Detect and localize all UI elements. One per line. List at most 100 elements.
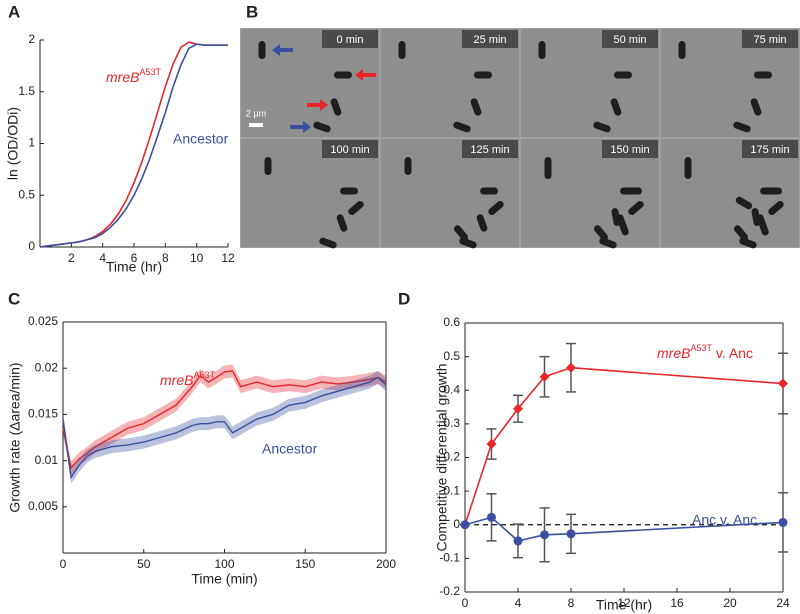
point: [513, 403, 523, 414]
cell: [768, 200, 784, 216]
x-tick-label: 8: [162, 251, 169, 265]
y-tick-label: 0.015: [28, 407, 58, 421]
cell: [733, 121, 751, 133]
point: [460, 520, 470, 530]
y-tick-label: 0.5: [443, 349, 460, 363]
x-tick-label: 0: [462, 596, 469, 610]
cell: [404, 157, 412, 175]
time-box: [462, 140, 518, 158]
cell: [330, 98, 342, 116]
tile: [380, 28, 520, 138]
tile: [520, 138, 660, 248]
cell: [313, 121, 331, 133]
y-axis-label: ln (OD/ODi): [5, 107, 21, 180]
arrows: [272, 44, 376, 133]
y-axis-label: Competitive differential growth: [434, 363, 450, 551]
series-label: Anc v. Anc: [692, 512, 757, 528]
series-label: mreBA53T: [160, 370, 215, 387]
y-tick-label: 0.02: [35, 360, 59, 374]
point: [778, 378, 788, 389]
point: [566, 362, 576, 373]
time-label: 0 min: [337, 34, 364, 46]
point: [513, 536, 523, 546]
x-tick-label: 2: [68, 251, 75, 265]
micrograph: 0 min 25 min 50 min 75 min 100 min 125 min 150…: [240, 28, 800, 249]
label-part: v. Anc: [712, 345, 753, 361]
point: [778, 517, 788, 527]
y-tick-label: 0.2: [443, 450, 460, 464]
cell: [480, 187, 498, 195]
time-box: [602, 140, 658, 158]
x-tick-label: 150: [295, 557, 315, 571]
cell: [735, 196, 753, 210]
y-tick-label: -0.1: [439, 551, 460, 565]
x-tick-label: 4: [99, 251, 106, 265]
y-tick-label: 2: [28, 32, 35, 46]
label-part: A53T: [193, 370, 215, 380]
x-tick-label: 0: [60, 557, 67, 571]
scale-bar-label: 2 µm: [246, 108, 266, 118]
x-tick-label: 12: [221, 251, 235, 265]
y-tick-label: 1.5: [18, 84, 35, 98]
x-tick-label: 12: [617, 596, 631, 610]
time-label: 100 min: [330, 144, 369, 156]
cell: [544, 157, 552, 179]
cell: [336, 214, 348, 232]
y-tick-label: 0.3: [443, 416, 460, 430]
point: [539, 371, 550, 382]
y-tick-label: 0.5: [18, 187, 35, 201]
x-tick-label: 50: [137, 557, 151, 571]
series-line: [62, 370, 387, 470]
x-tick-label: 100: [214, 557, 234, 571]
y-tick-label: 0.1: [443, 483, 460, 497]
cell: [760, 187, 782, 195]
label-part: mreB: [160, 372, 193, 388]
point: [487, 512, 496, 522]
label-part: A53T: [690, 343, 712, 353]
cell: [620, 187, 642, 195]
y-tick-label: 0: [28, 239, 35, 253]
cell: [678, 41, 686, 59]
y-tick-label: 0: [453, 517, 460, 531]
panel-label: C: [8, 289, 20, 308]
cell: [470, 98, 482, 116]
series-line: [464, 516, 784, 542]
y-tick-label: 0.01: [35, 453, 59, 467]
x-tick-label: 4: [515, 596, 522, 610]
cell: [348, 200, 364, 216]
series-label: Ancestor: [262, 441, 318, 457]
panel-label: B: [246, 2, 258, 21]
time-label: 150 min: [610, 144, 649, 156]
cell: [334, 71, 352, 79]
arrow: [307, 99, 328, 111]
y-tick-label: -0.2: [439, 584, 460, 598]
error-band: [63, 364, 386, 475]
arrow: [272, 44, 293, 56]
series-line: [464, 366, 784, 525]
y-tick-label: 0.025: [28, 314, 58, 328]
time-box: [322, 30, 378, 48]
series-line: [62, 376, 387, 480]
cell: [538, 41, 546, 59]
cell: [610, 98, 622, 116]
cell: [340, 187, 358, 195]
series-label: mreBA53T v. Anc: [657, 343, 753, 360]
series-label: mreBA53T: [106, 67, 161, 84]
cell: [258, 41, 266, 59]
y-tick-label: 0.005: [28, 499, 58, 513]
time-box: [322, 140, 378, 158]
cell: [684, 157, 692, 179]
x-tick-label: 6: [131, 251, 138, 265]
label-part: mreB: [657, 345, 690, 361]
y-tick-label: 0.6: [443, 315, 460, 329]
cell: [751, 208, 761, 226]
cell: [264, 157, 272, 175]
x-axis-label: Time (hr): [106, 259, 162, 275]
tile: [520, 28, 660, 138]
tile: [240, 138, 380, 248]
series-line: [39, 43, 228, 248]
label-part: A53T: [139, 67, 161, 77]
panel-label: A: [8, 2, 20, 21]
x-tick-label: 16: [670, 596, 684, 610]
